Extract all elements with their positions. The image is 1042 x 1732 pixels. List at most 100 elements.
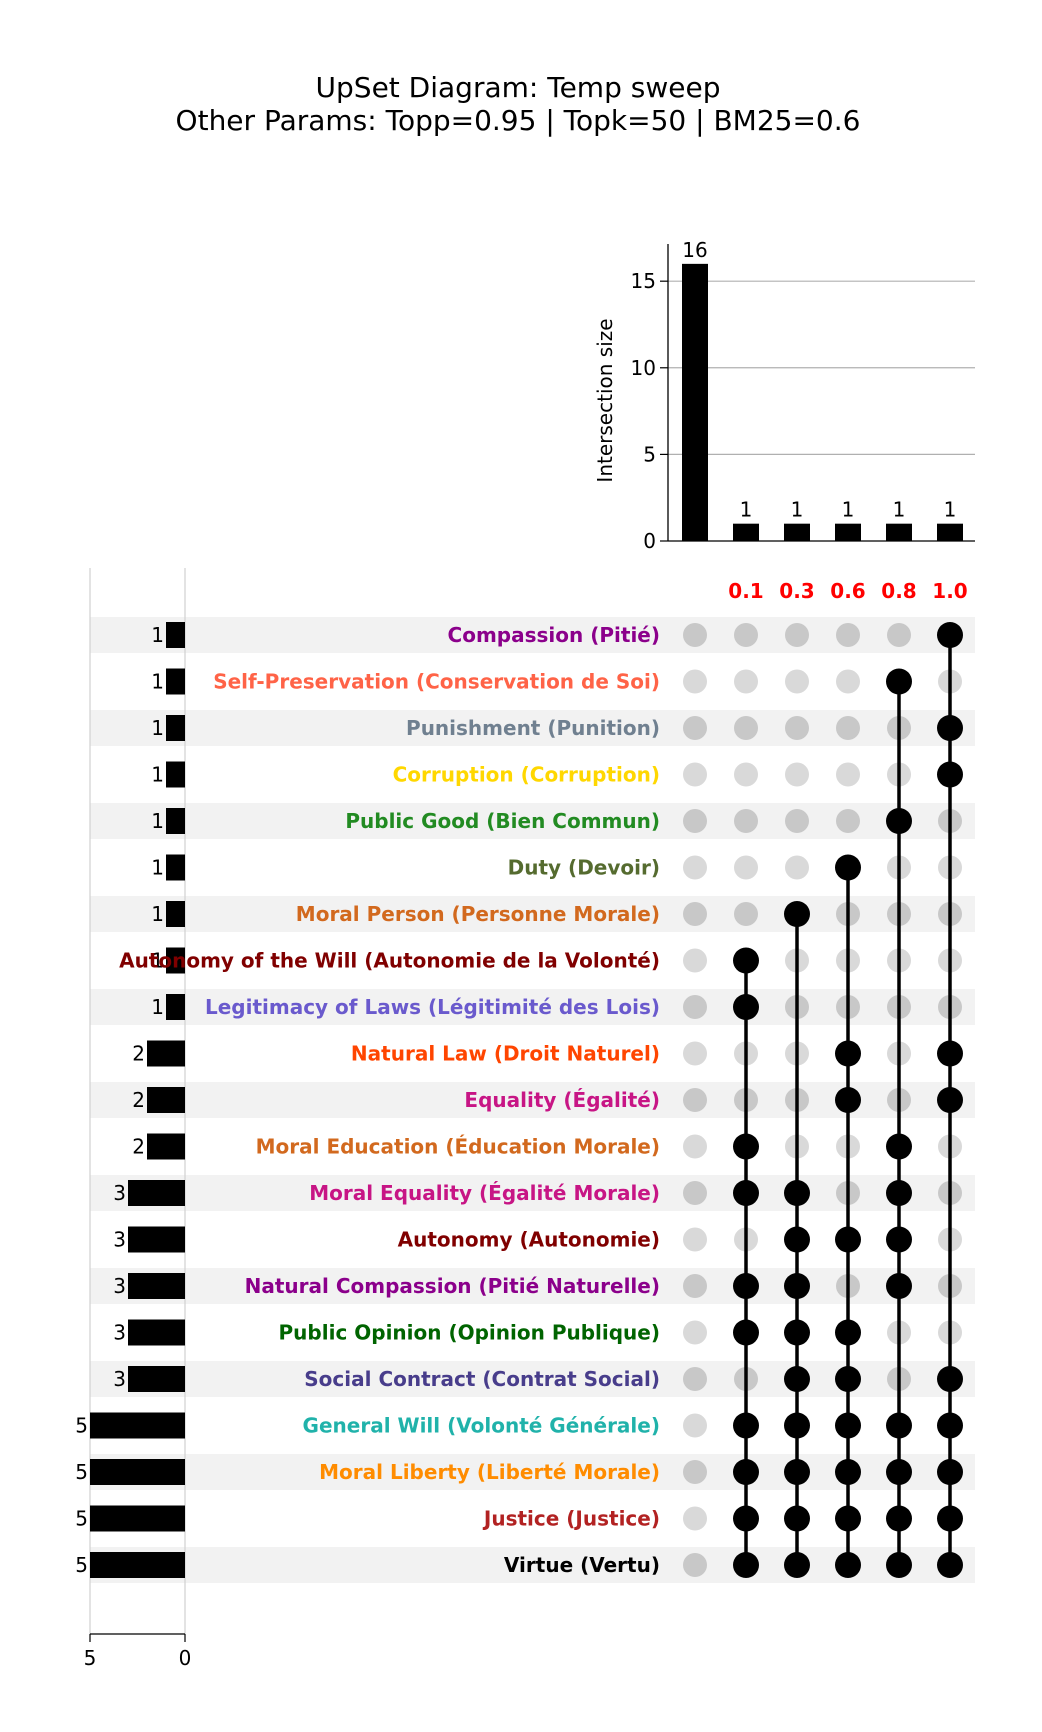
intersection-bar bbox=[886, 523, 912, 541]
intersection-bar-value: 1 bbox=[791, 498, 804, 522]
inactive-dot bbox=[785, 623, 809, 647]
set-size-bar bbox=[166, 994, 185, 1020]
set-name-label: Natural Law (Droit Naturel) bbox=[351, 1042, 660, 1066]
y-tick-label: 10 bbox=[631, 356, 656, 380]
set-size-value: 1 bbox=[151, 623, 164, 647]
active-dot bbox=[937, 1552, 963, 1578]
set-size-tick-label: 5 bbox=[84, 1646, 97, 1670]
inactive-dot bbox=[683, 1553, 707, 1577]
active-dot bbox=[784, 1459, 810, 1485]
row-stripe bbox=[90, 1082, 975, 1118]
active-dot bbox=[733, 1133, 759, 1160]
row-stripe bbox=[90, 1454, 975, 1490]
set-name-label: Compassion (Pitié) bbox=[448, 623, 660, 647]
row-stripe bbox=[90, 803, 975, 839]
intersection-bar-value: 16 bbox=[682, 238, 707, 262]
row-stripes bbox=[90, 617, 975, 1583]
set-size-value: 1 bbox=[151, 716, 164, 740]
set-size-value: 1 bbox=[151, 856, 164, 880]
y-tick-label: 15 bbox=[631, 269, 656, 293]
inactive-dot bbox=[683, 1413, 707, 1438]
set-size-value: 2 bbox=[132, 1088, 145, 1112]
active-dot bbox=[784, 1319, 810, 1346]
set-size-bar bbox=[166, 947, 185, 974]
intersection-bar bbox=[733, 523, 759, 541]
inactive-dot bbox=[683, 1274, 707, 1298]
intersection-bar bbox=[682, 263, 708, 541]
active-dot bbox=[886, 1505, 912, 1532]
chart-title: UpSet Diagram: Temp sweep bbox=[316, 71, 721, 104]
set-name-label: Social Contract (Contrat Social) bbox=[304, 1367, 660, 1391]
inactive-dot bbox=[836, 716, 860, 740]
active-dot bbox=[733, 1180, 759, 1206]
active-dot bbox=[886, 1180, 912, 1206]
set-name-label: Justice (Justice) bbox=[482, 1507, 660, 1531]
row-stripe bbox=[90, 896, 975, 932]
set-size-value: 1 bbox=[151, 809, 164, 833]
inactive-dot bbox=[836, 809, 860, 833]
inactive-dot bbox=[836, 669, 860, 694]
inactive-dot bbox=[683, 948, 707, 973]
set-name-label: Autonomy of the Will (Autonomie de la Vo… bbox=[119, 949, 660, 973]
active-dot bbox=[835, 1040, 861, 1067]
set-name-label: Autonomy (Autonomie) bbox=[398, 1228, 660, 1252]
inactive-dot bbox=[683, 902, 707, 926]
set-name-label: Virtue (Vertu) bbox=[504, 1553, 660, 1577]
inactive-dot bbox=[734, 716, 758, 740]
inactive-dot bbox=[683, 762, 707, 787]
inactive-dot bbox=[683, 1367, 707, 1391]
set-size-bar bbox=[128, 1273, 185, 1299]
set-name-label: Moral Person (Personne Morale) bbox=[296, 902, 660, 926]
set-size-value: 1 bbox=[151, 902, 164, 926]
set-size-value: 3 bbox=[113, 1181, 126, 1205]
intersection-bar-value: 1 bbox=[842, 498, 855, 522]
y-tick-label: 5 bbox=[643, 442, 656, 466]
active-dot bbox=[937, 761, 963, 788]
active-dot bbox=[835, 854, 861, 881]
active-dot bbox=[835, 1087, 861, 1113]
intersection-column-label: 0.8 bbox=[881, 579, 916, 603]
inactive-dot bbox=[683, 1506, 707, 1531]
set-size-value: 5 bbox=[75, 1414, 88, 1438]
set-name-label: General Will (Volonté Générale) bbox=[303, 1414, 660, 1438]
y-tick-label: 0 bbox=[643, 529, 656, 553]
active-dot bbox=[835, 1226, 861, 1253]
active-dot bbox=[835, 1412, 861, 1439]
row-stripe bbox=[90, 1361, 975, 1397]
active-dot bbox=[886, 1273, 912, 1299]
set-size-value: 2 bbox=[132, 1135, 145, 1159]
set-size-bar bbox=[90, 1459, 185, 1485]
intersection-bar-value: 1 bbox=[944, 498, 957, 522]
inactive-dot bbox=[785, 855, 809, 880]
active-dot bbox=[835, 1552, 861, 1578]
set-size-value: 5 bbox=[75, 1507, 88, 1531]
intersection-column-label: 0.1 bbox=[728, 579, 763, 603]
active-dot bbox=[886, 1133, 912, 1160]
inactive-dot bbox=[785, 762, 809, 787]
row-stripe bbox=[90, 1175, 975, 1211]
row-stripe bbox=[90, 1547, 975, 1583]
active-dot bbox=[937, 1040, 963, 1067]
membership-matrix: Compassion (Pitié) Self-Preservation (Con… bbox=[119, 622, 963, 1578]
intersection-bar bbox=[784, 523, 810, 541]
set-size-bar bbox=[147, 1087, 185, 1113]
active-dot bbox=[733, 1412, 759, 1439]
set-name-label: Punishment (Punition) bbox=[406, 716, 660, 740]
inactive-dot bbox=[734, 902, 758, 926]
active-dot bbox=[937, 1412, 963, 1439]
inactive-dot bbox=[683, 669, 707, 694]
inactive-dot bbox=[683, 995, 707, 1019]
active-dot bbox=[733, 1459, 759, 1485]
intersection-column-label: 1.0 bbox=[932, 579, 967, 603]
intersection-column-label: 0.6 bbox=[830, 579, 865, 603]
set-size-value: 1 bbox=[151, 949, 164, 973]
set-size-bar bbox=[128, 1226, 185, 1253]
active-dot bbox=[784, 1180, 810, 1206]
active-dot bbox=[937, 715, 963, 741]
intersection-bar-value: 1 bbox=[740, 498, 753, 522]
set-name-label: Natural Compassion (Pitié Naturelle) bbox=[245, 1274, 660, 1298]
inactive-dot bbox=[734, 809, 758, 833]
set-size-value: 3 bbox=[113, 1367, 126, 1391]
set-size-value: 5 bbox=[75, 1460, 88, 1484]
